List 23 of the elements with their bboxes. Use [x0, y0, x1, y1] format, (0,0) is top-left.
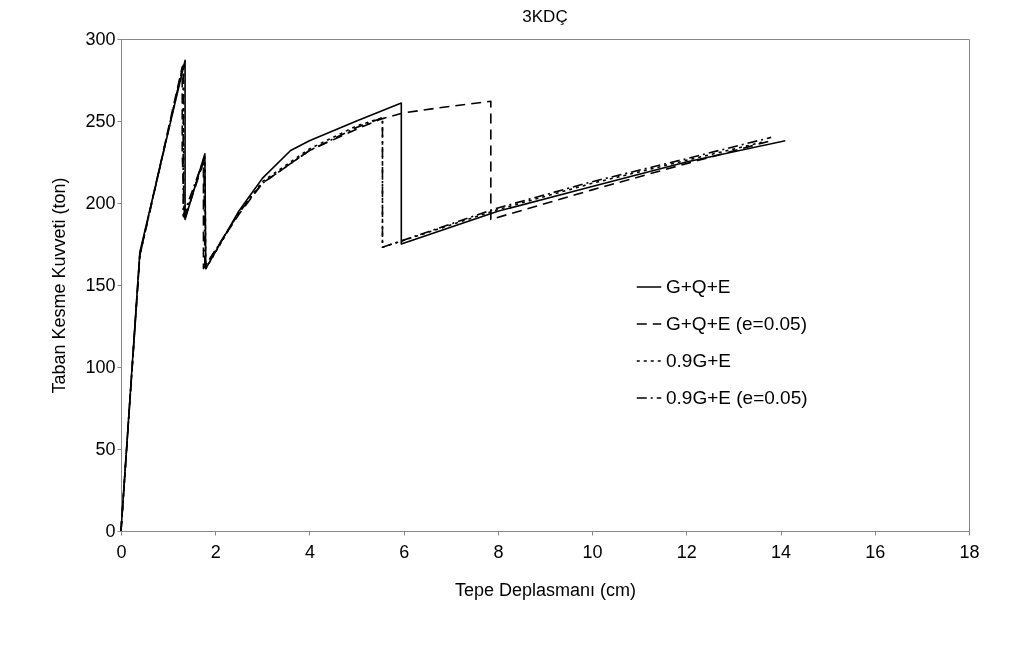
x-tick-label: 10	[582, 541, 603, 562]
x-tick-label: 2	[210, 541, 221, 562]
x-tick-label: 16	[865, 541, 886, 562]
chart-title: 3KDÇ	[522, 7, 568, 26]
y-tick-label: 0	[105, 520, 116, 541]
x-axis-title: Tepe Deplasmanı (cm)	[454, 579, 637, 600]
y-tick-label: 150	[85, 274, 116, 295]
x-tick-label: 12	[676, 541, 697, 562]
y-tick-label: 200	[85, 192, 116, 213]
x-tick-label: 8	[493, 541, 504, 562]
legend-label: 0.9G+E	[666, 350, 731, 371]
x-tick-label: 4	[304, 541, 315, 562]
x-tick-label: 6	[399, 541, 410, 562]
y-tick-label: 50	[95, 438, 116, 459]
y-tick-label: 100	[85, 356, 116, 377]
legend-label: G+Q+E (e=0.05)	[666, 313, 807, 334]
legend-label: 0.9G+E (e=0.05)	[666, 387, 808, 408]
y-axis-title: Taban Kesme Kuvveti (ton)	[49, 177, 70, 394]
y-tick-label: 250	[85, 110, 116, 131]
x-tick-label: 18	[959, 541, 980, 562]
legend-label: G+Q+E	[666, 276, 731, 297]
x-tick-label: 14	[771, 541, 792, 562]
y-tick-label: 300	[85, 28, 116, 49]
